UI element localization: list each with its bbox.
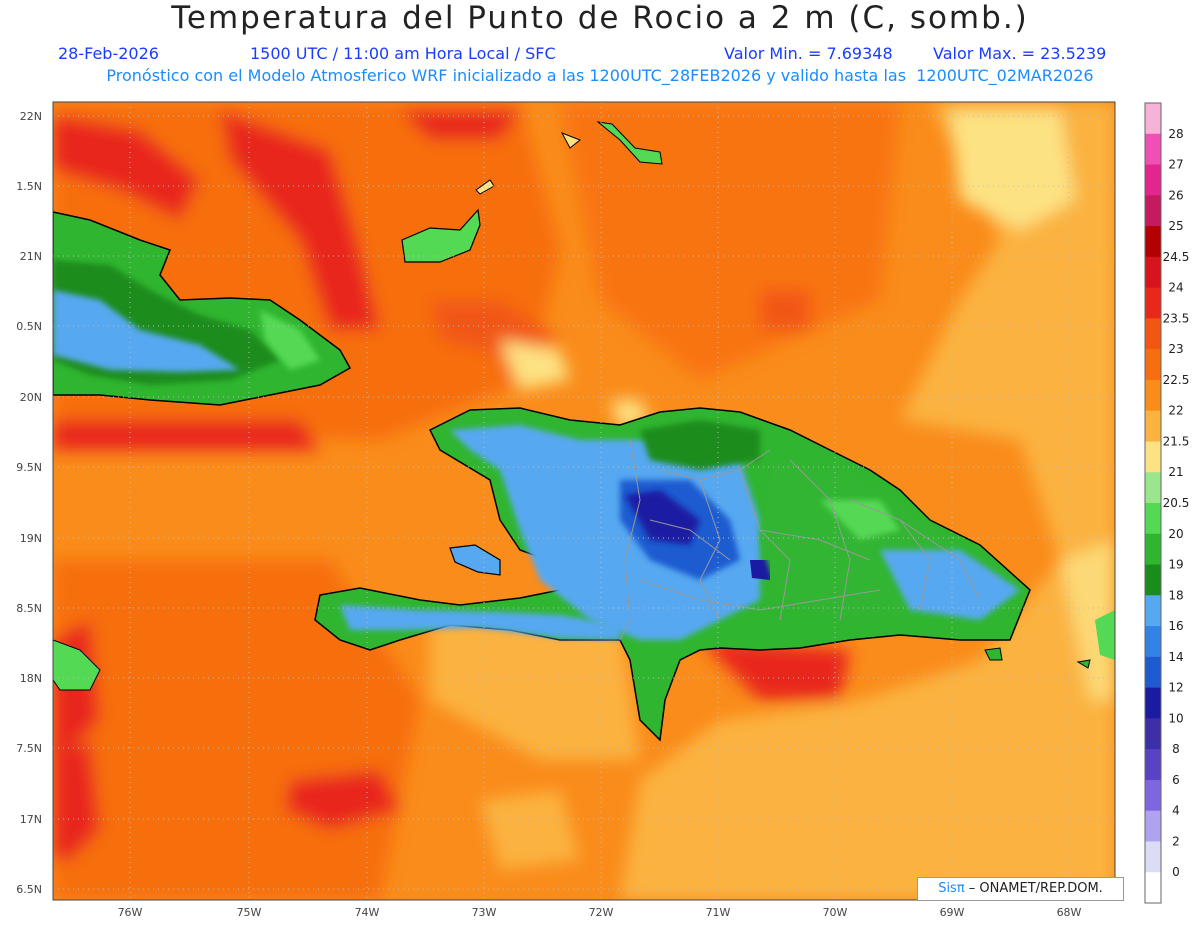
lat-label: 17N [20, 813, 42, 826]
colorbar-label: 24 [1168, 281, 1183, 295]
colorbar: 2827262524.52423.52322.52221.52120.52019… [1144, 102, 1190, 904]
colorbar-label: 28 [1168, 127, 1183, 141]
min-value: Valor Min. = 7.69348 [724, 44, 893, 63]
colorbar-label: 4 [1172, 804, 1180, 818]
colorbar-label: 24.5 [1163, 250, 1190, 264]
colorbar-label: 22 [1168, 404, 1183, 418]
hispaniola-landmass [314, 407, 1091, 742]
colorbar-label: 18 [1168, 588, 1183, 602]
lat-label: 6.5N [16, 883, 42, 896]
colorbar-swatch [1145, 195, 1161, 227]
credit-box: Sisπ – ONAMET/REP.DOM. [917, 877, 1124, 901]
colorbar-swatch [1145, 441, 1161, 473]
max-value: Valor Max. = 23.5239 [933, 44, 1107, 63]
colorbar-label: 12 [1168, 681, 1183, 695]
lon-label: 73W [472, 906, 497, 919]
colorbar-swatch [1145, 256, 1161, 289]
colorbar-swatch [1145, 595, 1161, 627]
colorbar-label: 23 [1168, 342, 1183, 356]
colorbar-swatch [1145, 656, 1161, 689]
colorbar-label: 2 [1172, 834, 1180, 848]
colorbar-swatch [1145, 533, 1161, 566]
colorbar-label: 16 [1168, 619, 1183, 633]
credit-org: – ONAMET/REP.DOM. [964, 881, 1103, 896]
colorbar-swatch [1145, 779, 1161, 812]
lon-label: 68W [1057, 906, 1082, 919]
lat-label: 20N [20, 391, 42, 404]
colorbar-label: 25 [1168, 219, 1183, 233]
colorbar-label: 0 [1172, 865, 1180, 879]
colorbar-label: 23.5 [1163, 311, 1190, 325]
map-frame [52, 101, 1116, 901]
colorbar-swatch [1145, 718, 1161, 750]
colorbar-swatch [1145, 872, 1161, 904]
lat-label: 18N [20, 672, 42, 685]
colorbar-label: 14 [1168, 650, 1183, 664]
lat-label: 9.5N [16, 461, 42, 474]
grid-lines [53, 102, 1115, 900]
lon-label: 74W [355, 906, 380, 919]
colorbar-swatch [1145, 626, 1161, 658]
colorbar-swatch [1145, 164, 1161, 196]
colorbar-swatch [1145, 318, 1161, 350]
forecast-time: 1500 UTC / 11:00 am Hora Local / SFC [250, 44, 556, 63]
colorbar-swatch [1145, 749, 1161, 781]
lat-label: 1.5N [16, 180, 42, 193]
colorbar-swatch [1145, 103, 1161, 135]
colorbar-label: 20.5 [1163, 496, 1190, 510]
map-field [53, 102, 1115, 900]
colorbar-swatch [1145, 841, 1161, 873]
lat-label: 8.5N [16, 602, 42, 615]
colorbar-label: 20 [1168, 527, 1183, 541]
colorbar-swatch [1145, 687, 1161, 719]
colorbar-swatch [1145, 287, 1161, 319]
colorbar-label: 21 [1168, 465, 1183, 479]
lat-axis: 22N 1.5N 21N 0.5N 20N 9.5N 19N 8.5N 18N … [16, 110, 42, 896]
colorbar-label: 6 [1172, 773, 1180, 787]
lon-label: 72W [589, 906, 614, 919]
lon-axis: 76W 75W 74W 73W 72W 71W 70W 69W 68W [118, 906, 1082, 919]
lon-label: 75W [237, 906, 262, 919]
lat-label: 7.5N [16, 742, 42, 755]
map-title: Temperatura del Punto de Rocio a 2 m (C,… [171, 0, 1029, 36]
colorbar-swatch [1145, 810, 1161, 842]
lat-label: 19N [20, 532, 42, 545]
colorbar-label: 27 [1168, 158, 1183, 172]
colorbar-swatch [1145, 379, 1161, 412]
colorbar-swatch [1145, 503, 1161, 535]
colorbar-swatch [1145, 133, 1161, 166]
lat-label: 0.5N [16, 320, 42, 333]
lon-label: 71W [706, 906, 731, 919]
forecast-date: 28-Feb-2026 [58, 44, 159, 63]
lon-label: 76W [118, 906, 143, 919]
colorbar-label: 22.5 [1163, 373, 1190, 387]
colorbar-label: 21.5 [1163, 434, 1190, 448]
colorbar-swatch [1145, 564, 1161, 596]
colorbar-swatch [1145, 349, 1161, 381]
colorbar-label: 10 [1168, 711, 1183, 725]
colorbar-label: 19 [1168, 558, 1183, 572]
cuba-landmass [53, 211, 352, 406]
colorbar-frame [1144, 102, 1162, 904]
lon-label: 69W [940, 906, 965, 919]
lat-label: 21N [20, 250, 42, 263]
sispi-logo-text: Sisπ [938, 881, 965, 896]
lat-label: 22N [20, 110, 42, 123]
lon-label: 70W [823, 906, 848, 919]
colorbar-swatch [1145, 410, 1161, 442]
colorbar-label: 26 [1168, 188, 1183, 202]
colorbar-swatch [1145, 472, 1161, 504]
model-description: Pronóstico con el Modelo Atmosferico WRF… [106, 66, 1094, 85]
colorbar-swatch [1145, 226, 1161, 258]
colorbar-label: 8 [1172, 742, 1180, 756]
